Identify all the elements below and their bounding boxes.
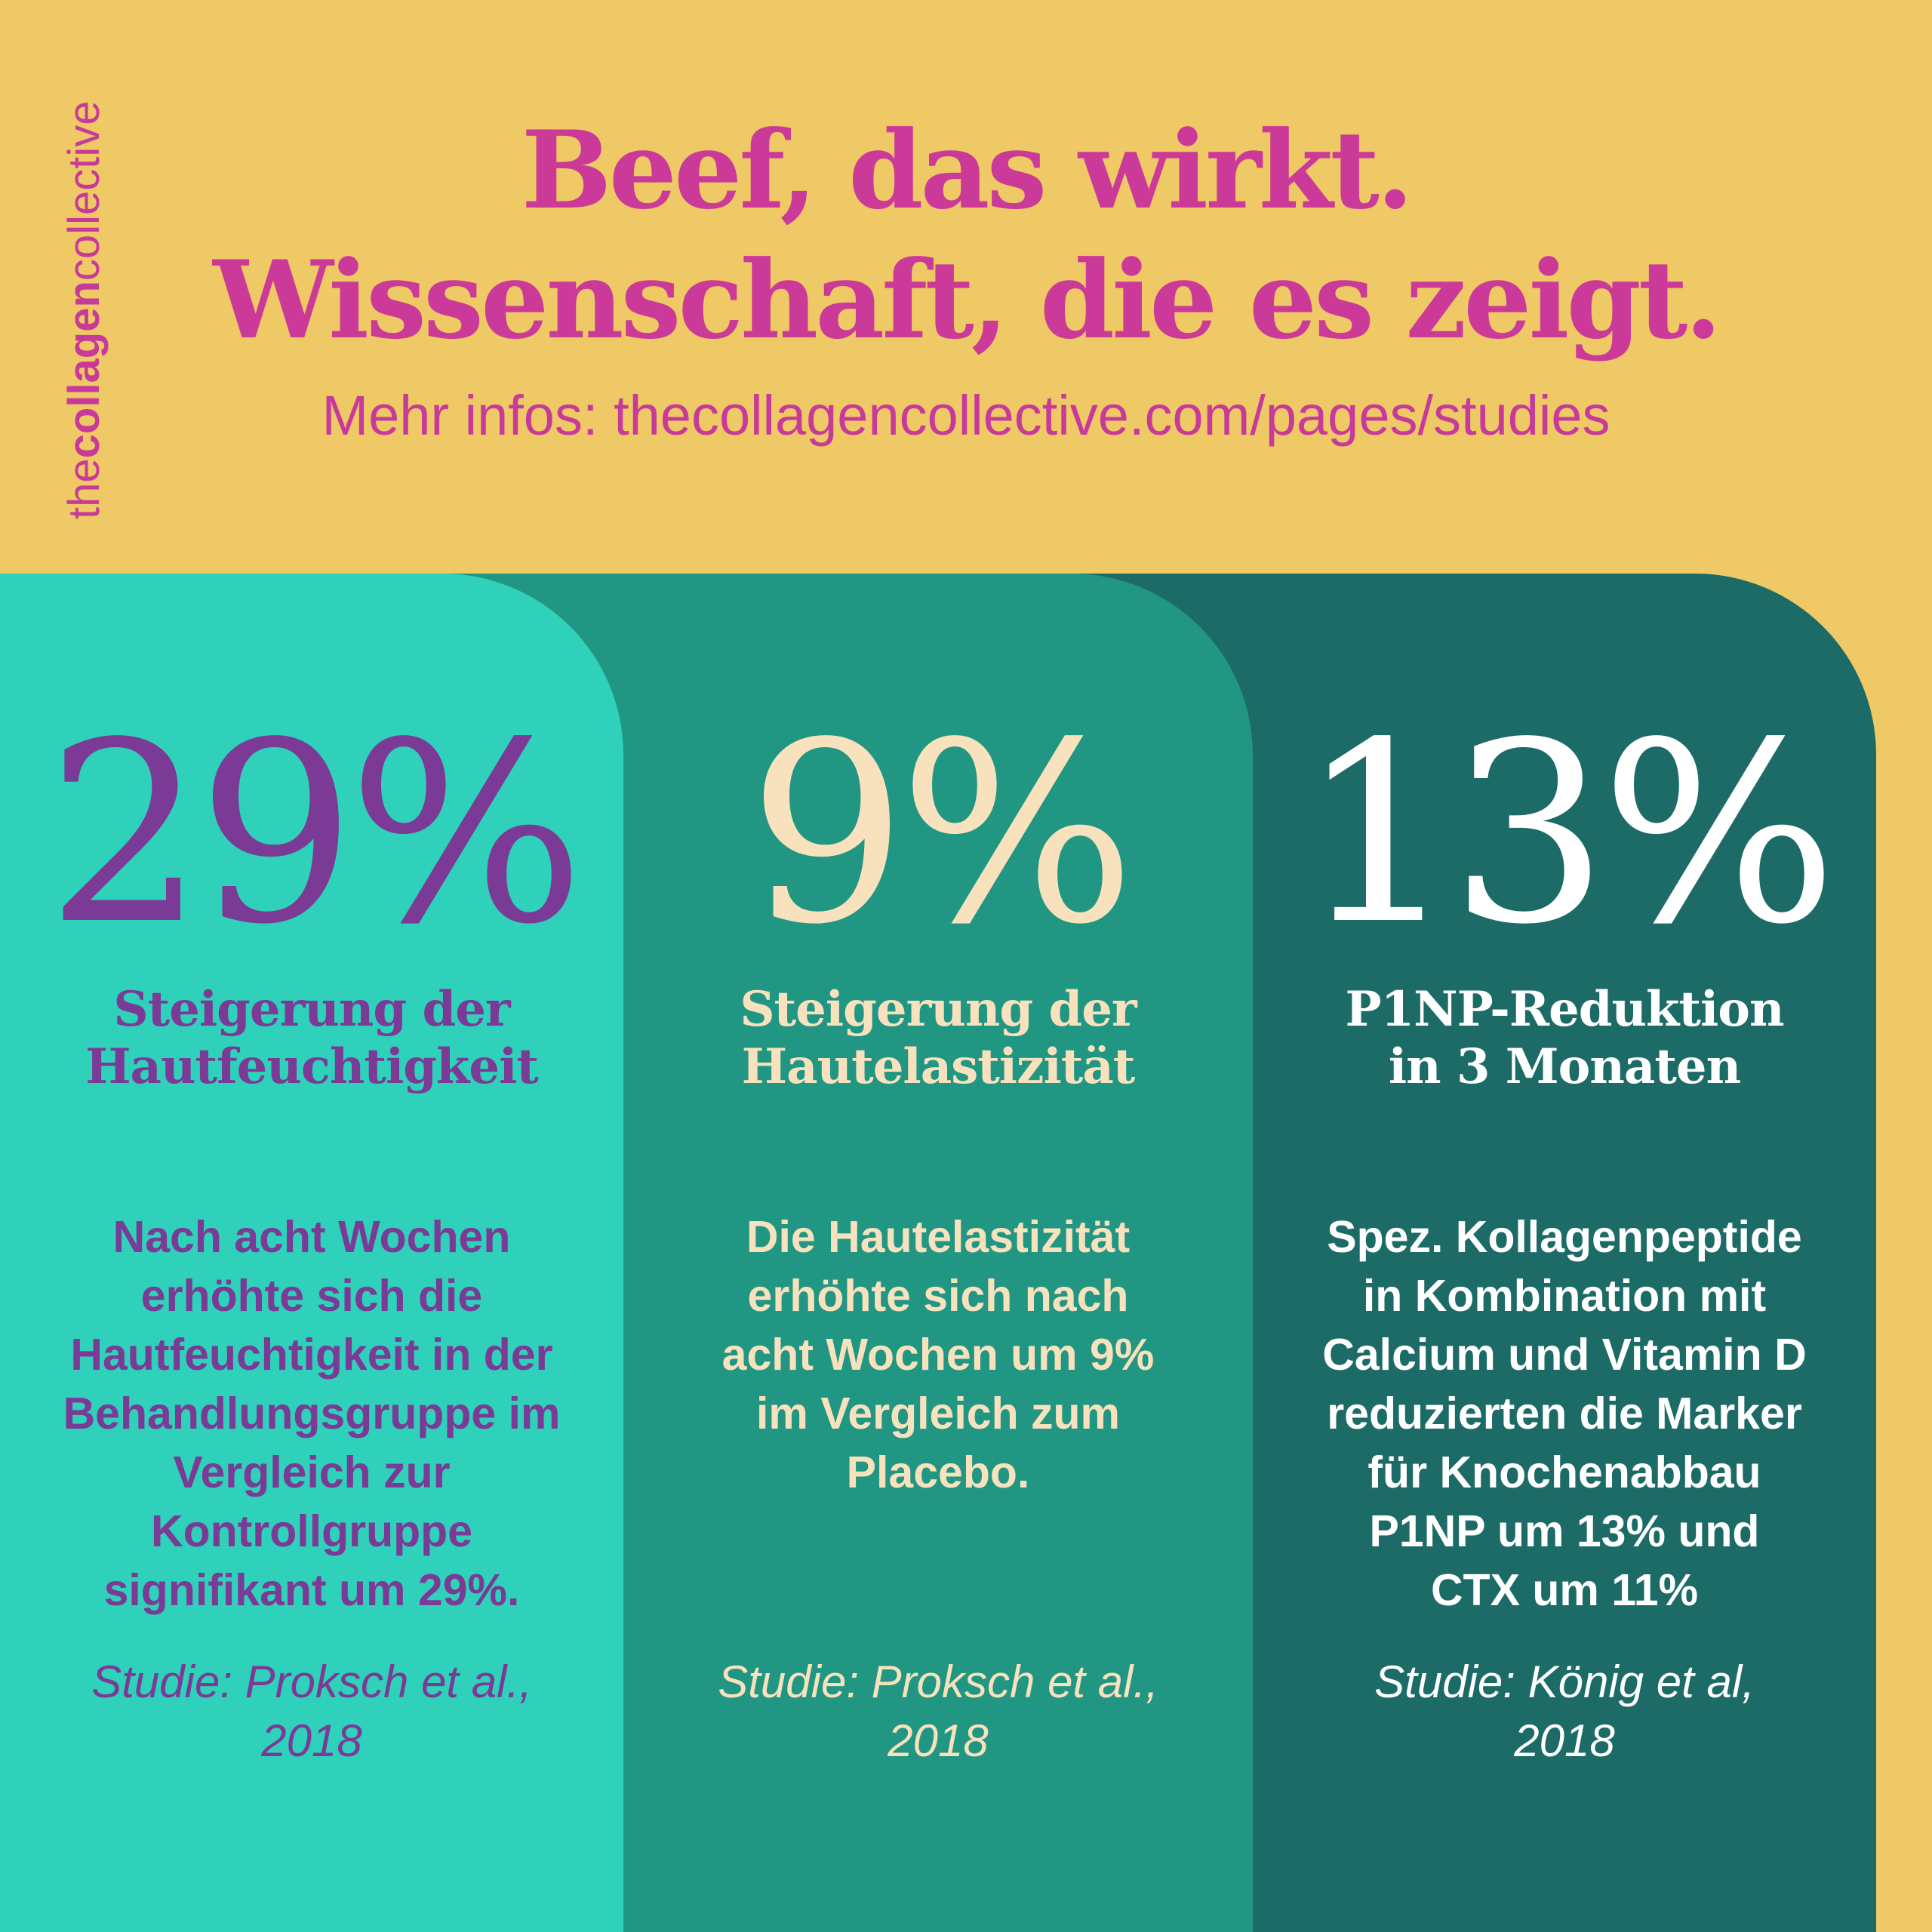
stat-value: 13% [1299,689,1837,979]
stat-source: Studie: Proksch et al., 2018 [718,1657,1158,1766]
stat-description: Die Hautelastizität erhöhte sich nach ac… [721,1212,1155,1497]
stat-source: Studie: Proksch et al., 2018 [91,1657,532,1766]
brand-suffix: collective [60,100,109,281]
headline-line-2: Wissenschaft, die es zeigt. [213,238,1722,363]
stat-label: P1NP-Reduktion in 3 Monaten [1345,981,1785,1095]
stat-label: Steigerung der Hautelastizität [740,981,1137,1095]
stat-description: Spez. Kollagenpeptide in Kombination mit… [1322,1212,1807,1615]
stat-value: 29% [46,689,584,979]
brand-prefix: the [60,458,109,519]
brand-logo: thecollagencollective [59,101,109,519]
stat-panel-skin-moisture: 29% Steigerung der Hautfeuchtigkeit Nach… [0,574,623,1932]
headline-line-1: Beef, das wirkt. [521,108,1414,233]
stat-source: Studie: König et al, 2018 [1374,1657,1755,1766]
stat-panel-p1np-reduction: 13% P1NP-Reduktion in 3 Monaten Spez. Ko… [1253,574,1876,1932]
more-info-link-text: Mehr infos: thecollagencollective.com/pa… [321,384,1611,447]
stat-label: Steigerung der Hautfeuchtigkeit [85,981,539,1095]
brand-bold: collagen [60,281,109,459]
panel-1-background [0,574,623,1932]
headline: Beef, das wirkt. Wissenschaft, die es ze… [128,106,1804,365]
stat-description: Nach acht Wochen erhöhte sich die Hautfe… [63,1212,561,1615]
stat-value: 9% [748,689,1136,979]
stat-panel-skin-elasticity: 9% Steigerung der Hautelastizität Die Ha… [623,574,1253,1932]
